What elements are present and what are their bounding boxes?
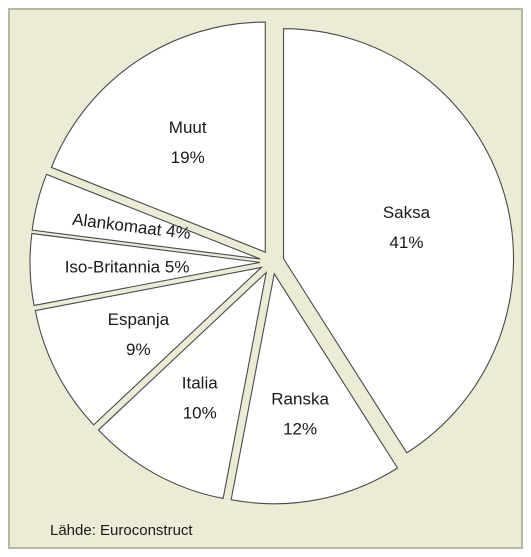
pie-slice-saksa <box>282 28 515 454</box>
chart-panel: Saksa 41% Ranska 12% Italia 10% Espanja 9% Iso-B… <box>8 8 523 549</box>
slice-label-iso-britannia: Iso-Britannia 5% <box>65 258 190 277</box>
slice-label-italia: Italia 10% <box>182 373 218 422</box>
pie-slices <box>29 21 515 505</box>
pie-slice-italia <box>97 270 268 500</box>
slice-label-ranska: Ranska 12% <box>271 389 329 438</box>
pie-slice-espanja <box>34 266 264 426</box>
slice-label-espanja: Espanja 9% <box>108 310 170 359</box>
pie-slice-muut <box>50 21 266 253</box>
pie-slice-ranska <box>230 272 399 505</box>
pie-labels: Saksa 41% Ranska 12% Italia 10% Espanja 9% Iso-B… <box>65 118 431 438</box>
pie-slice-iso-britannia <box>29 232 261 307</box>
source-note: Lähde: Euroconstruct <box>50 522 193 539</box>
pie-chart: Saksa 41% Ranska 12% Italia 10% Espanja 9% Iso-B… <box>29 21 515 505</box>
slice-label-saksa: Saksa 41% <box>383 203 431 252</box>
pie-slice-alankomaat <box>31 173 261 260</box>
slice-label-muut: Muut 19% <box>169 118 207 167</box>
